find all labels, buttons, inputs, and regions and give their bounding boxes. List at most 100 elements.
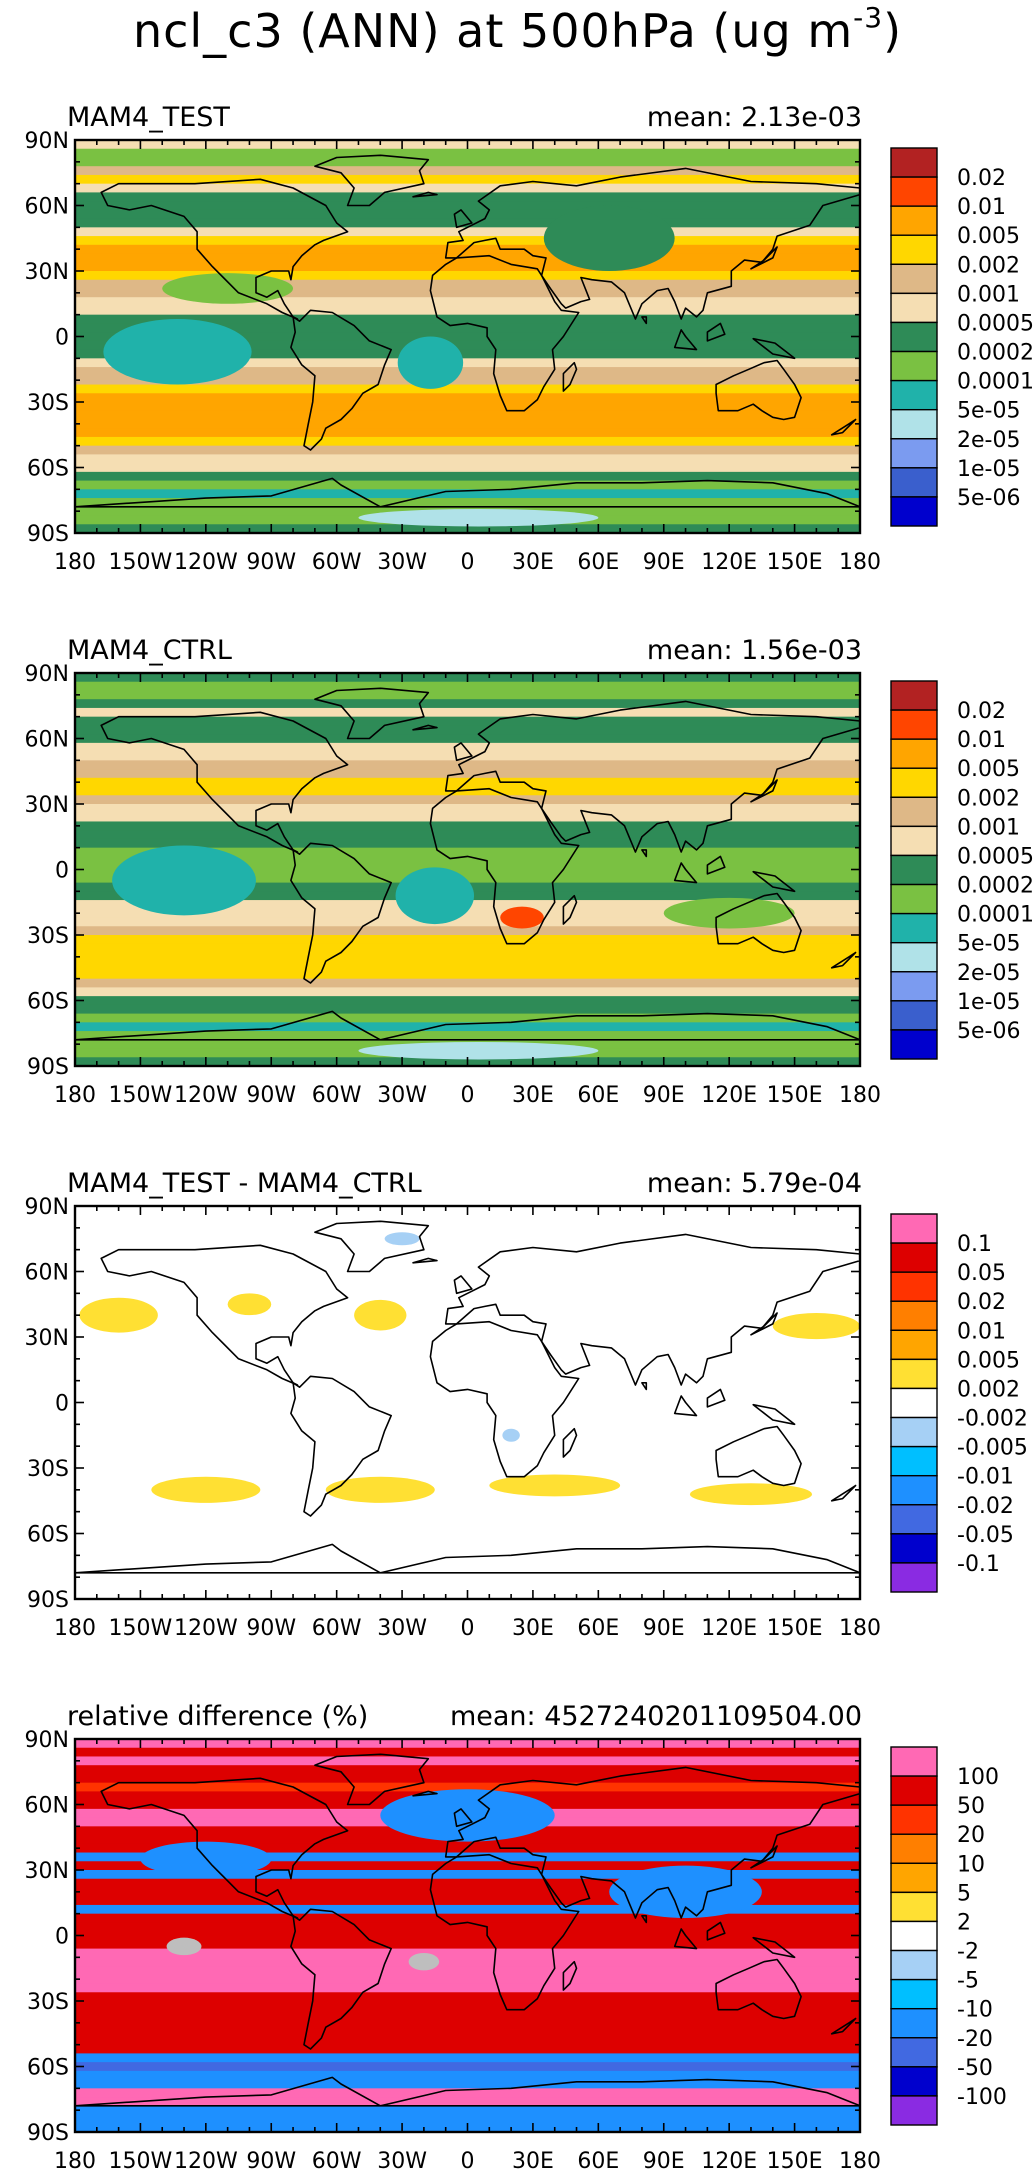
field-band [75, 1389, 860, 1399]
colorbar-label: 0.0005 [957, 844, 1034, 869]
colorbar-swatch [890, 883, 938, 915]
map-panel-4: 180 150W 120W 90W 60W 30W 0 30E 60E 90E 120E 150E 18… [25, 1701, 1007, 2174]
field-band [75, 908, 860, 919]
x-tick-label: 90E [643, 1083, 685, 1108]
field-band [75, 1476, 860, 1487]
colorbar-label: 0.002 [957, 786, 1020, 811]
field-band [75, 1572, 860, 1583]
colorbar-swatch [890, 1833, 938, 1865]
field-feature [502, 1428, 520, 1442]
coastline [706, 1921, 726, 1941]
field-band [75, 445, 860, 455]
field-band [75, 1302, 860, 1312]
panel-title: MAM4_TEST - MAM4_CTRL [67, 1168, 422, 1199]
field-band [75, 323, 860, 333]
coastlines [74, 1220, 861, 1574]
field-band [75, 1502, 860, 1513]
field-feature [543, 205, 675, 271]
colorbar-swatch [890, 854, 938, 886]
y-tick-label: 90S [27, 522, 69, 547]
field-band [75, 349, 860, 359]
field-band [75, 821, 860, 831]
colorbar-label: 0.002 [957, 1377, 1020, 1402]
field-band [75, 1931, 860, 1941]
coastline [290, 1908, 392, 2050]
x-tick-label: 30W [377, 1616, 427, 1641]
colorbar-label: -0.02 [957, 1494, 1014, 1519]
coastline [715, 1958, 802, 2020]
field-band [75, 436, 860, 447]
coastline [429, 787, 580, 945]
coastline [830, 951, 857, 969]
field-band [75, 1337, 860, 1347]
colorbar-label: 0.001 [957, 815, 1020, 840]
field-band [75, 751, 860, 761]
y-tick-label: 90N [25, 1728, 69, 1753]
field-band [75, 1843, 860, 1854]
coastlines [74, 1753, 861, 2107]
panel-mean: mean: 4527240201109504.00 [450, 1701, 862, 1732]
x-tick-label: 120W [174, 1083, 238, 1108]
y-tick-label: 90N [25, 1195, 69, 1220]
y-tick-label: 60S [27, 457, 69, 482]
colorbar-swatch [890, 205, 938, 236]
field-band [75, 1293, 860, 1303]
field-band [75, 1450, 860, 1460]
colorbar-label: 0.0002 [957, 341, 1034, 366]
colorbar-swatch [890, 350, 938, 382]
field-band [75, 804, 860, 814]
panel-mean: mean: 5.79e-04 [647, 1168, 862, 1199]
x-tick-label: 150W [109, 2149, 173, 2174]
colorbar-swatch [890, 941, 938, 973]
field-band [75, 367, 860, 377]
field-band [75, 1249, 860, 1259]
colorbar-label: 5 [957, 1881, 971, 1906]
field-feature [358, 1041, 599, 1060]
field-band [75, 1424, 860, 1434]
field-band [75, 174, 860, 185]
field-band [75, 1371, 860, 1382]
x-tick-label: 30E [512, 1616, 554, 1641]
colorbar-label: 0.005 [957, 757, 1020, 782]
field-feature [395, 867, 475, 925]
colorbar-swatch [890, 1000, 938, 1031]
colorbar-swatch [890, 1445, 938, 1477]
coastline [74, 1543, 861, 1574]
field-band [75, 1992, 860, 2002]
x-tick-label: 60E [577, 2149, 619, 2174]
field-shading [75, 1739, 860, 2133]
field-band [75, 375, 860, 386]
field-band [75, 157, 860, 167]
colorbar-swatch [890, 379, 938, 411]
field-feature [358, 508, 599, 527]
colorbar-swatch [890, 292, 938, 324]
field-band [75, 2114, 860, 2124]
field-band [75, 1441, 860, 1452]
field-band [75, 384, 860, 394]
panel-title: relative difference (%) [67, 1701, 368, 1732]
field-feature [663, 897, 795, 929]
field-feature [397, 336, 464, 389]
coastline [641, 1382, 648, 1391]
x-tick-label: 180 [54, 2149, 96, 2174]
colorbar-swatch [890, 767, 938, 799]
field-feature [162, 273, 294, 304]
x-tick-label: 180 [54, 1083, 96, 1108]
coastline [562, 361, 578, 392]
y-tick-label: 60S [27, 990, 69, 1015]
field-band [75, 1328, 860, 1338]
field-band [75, 402, 860, 412]
field-band [75, 1520, 860, 1530]
x-tick-label: 180 [839, 2149, 881, 2174]
coastline [453, 742, 473, 762]
field-band [75, 253, 860, 263]
x-tick-label: 150W [109, 1083, 173, 1108]
x-tick-label: 90W [246, 1616, 296, 1641]
field-band [75, 1904, 860, 1915]
field-band [75, 410, 860, 421]
field-band [75, 681, 860, 692]
x-tick-label: 150E [767, 1083, 823, 1108]
field-band [75, 1546, 860, 1556]
field-band [75, 1004, 860, 1015]
field-band [75, 725, 860, 735]
